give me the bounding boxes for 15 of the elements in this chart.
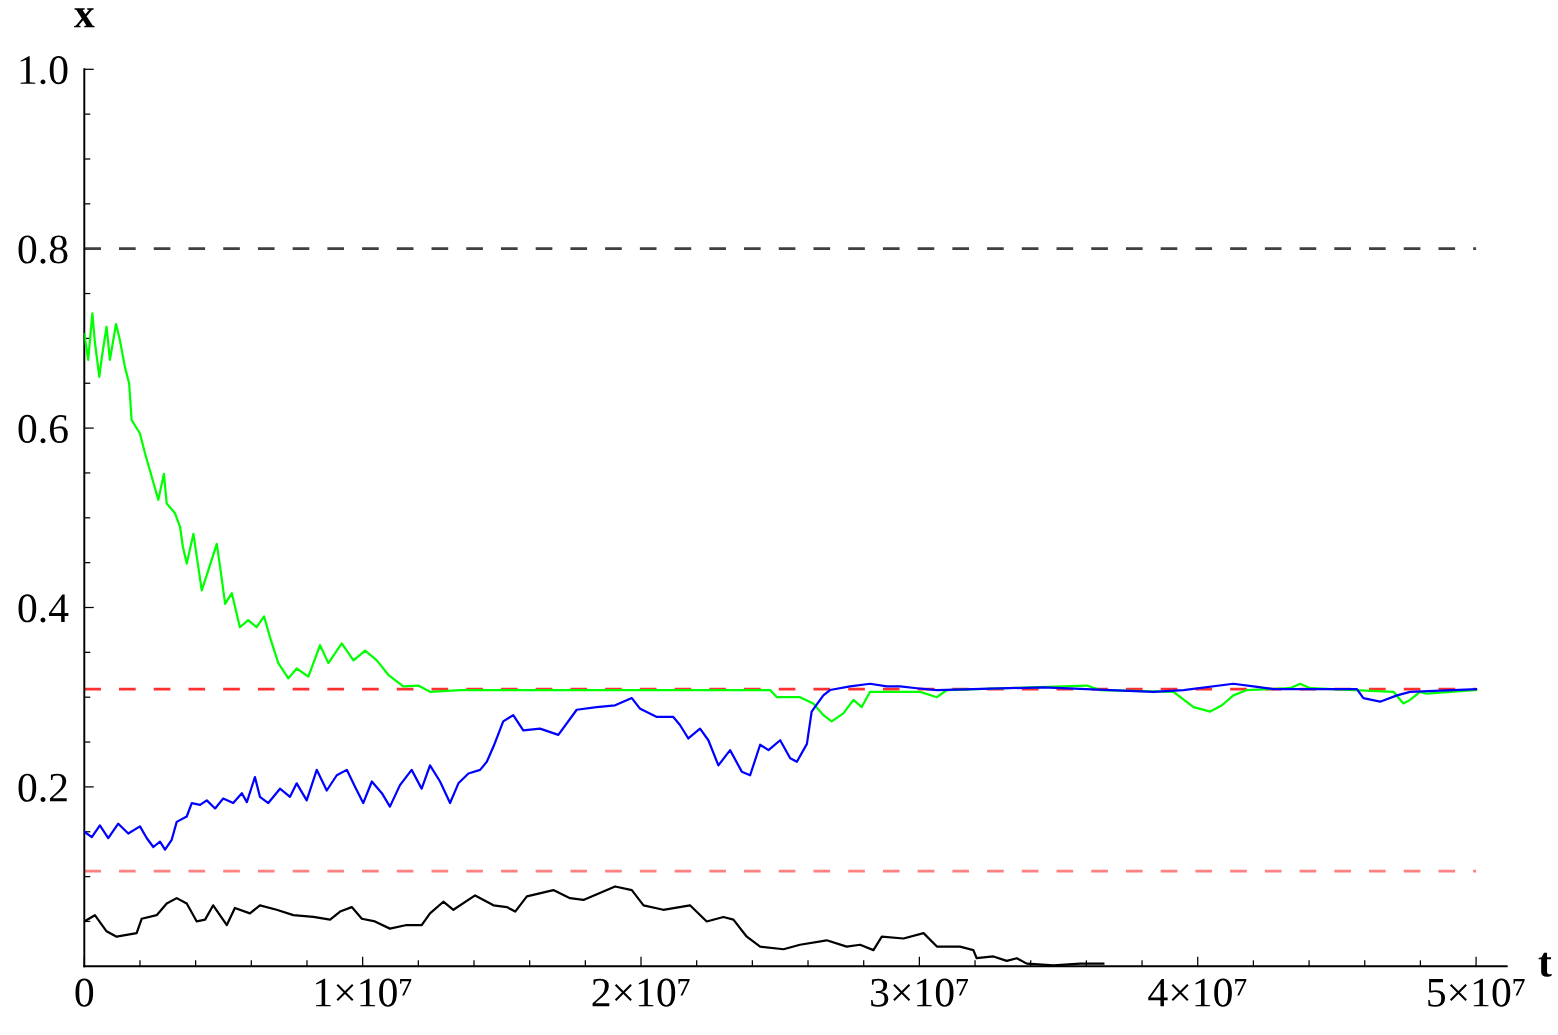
x-axis-title: t (1538, 952, 1552, 977)
x-tick-label: 4×10⁷ (1148, 978, 1247, 1007)
y-tick-label: 1.0 (20, 56, 68, 85)
x-tick-label: 1×10⁷ (316, 978, 412, 1007)
y-tick-label: 0.8 (18, 235, 68, 264)
x-tick-label: 3×10⁷ (871, 978, 968, 1007)
line-series (84, 312, 1478, 723)
y-tick-label: 0.4 (18, 594, 69, 623)
x-tick-label: 0 (75, 978, 94, 1007)
y-axis-title: x (74, 8, 95, 28)
y-tick-label: 0.6 (18, 414, 68, 444)
line-series (84, 682, 1478, 851)
x-tick-label: 5×10⁷ (1428, 978, 1525, 1007)
y-tick-label: 0.2 (18, 773, 67, 802)
x-tick-label: 2×10⁷ (592, 978, 690, 1007)
